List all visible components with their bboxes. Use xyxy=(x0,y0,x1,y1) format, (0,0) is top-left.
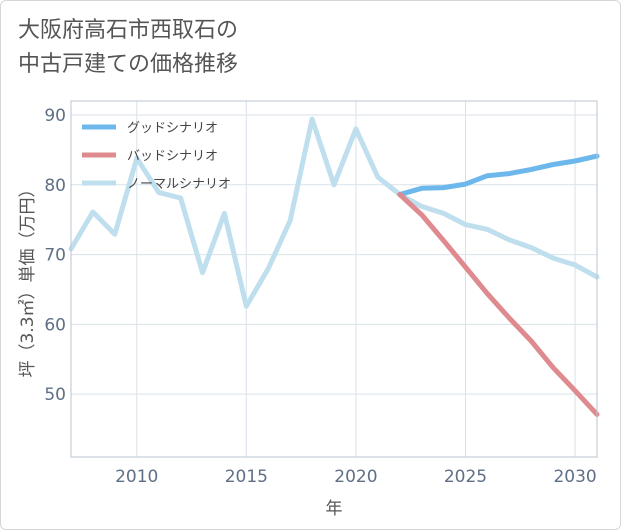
legend-label: バッドシナリオ xyxy=(127,149,218,164)
x-tick-label: 2020 xyxy=(334,467,377,487)
y-axis-label: 坪（3.3㎡）単価（万円） xyxy=(18,180,38,377)
x-tick-label: 2030 xyxy=(553,467,596,487)
series-line-0 xyxy=(397,153,600,197)
y-tick-label: 70 xyxy=(44,246,66,266)
tick-labels: 2010 2015 2020 2025 2030 50 60 70 80 90 xyxy=(44,106,596,487)
y-tick-label: 90 xyxy=(44,106,66,126)
legend-label: グッドシナリオ xyxy=(127,121,218,136)
chart-title-line-1: 大阪府高石市西取石の xyxy=(18,18,239,43)
grid xyxy=(71,101,597,457)
legend-label: ノーマルシナリオ xyxy=(127,177,231,192)
axes xyxy=(70,100,598,458)
x-tick-label: 2015 xyxy=(225,467,268,487)
series-lines xyxy=(68,116,600,417)
chart-title: 大阪府高石市西取石の 中古戸建ての価格推移 xyxy=(18,14,438,82)
x-axis-label: 年 xyxy=(326,499,343,519)
x-tick-label: 2025 xyxy=(444,467,487,487)
chart-title-line-2: 中古戸建ての価格推移 xyxy=(18,52,239,77)
y-tick-label: 60 xyxy=(44,315,66,335)
y-tick-label: 50 xyxy=(44,385,66,405)
series-line-2 xyxy=(68,116,600,309)
y-tick-label: 80 xyxy=(44,176,66,196)
plot-border xyxy=(70,100,598,458)
series-line-1 xyxy=(397,192,600,417)
x-tick-label: 2010 xyxy=(115,467,158,487)
